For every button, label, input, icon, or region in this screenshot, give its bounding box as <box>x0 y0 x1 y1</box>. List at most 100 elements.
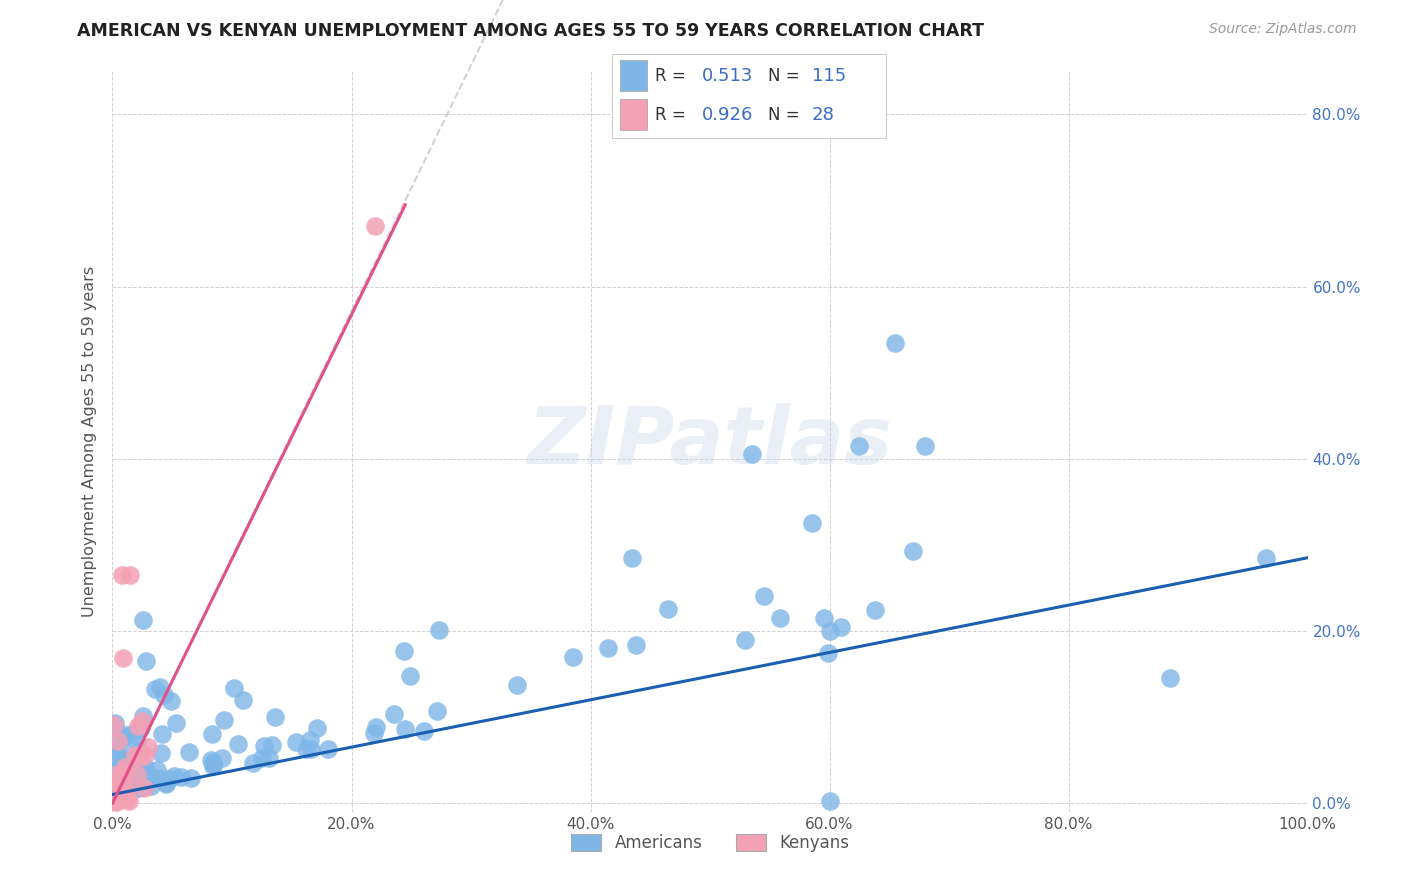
Point <box>134 780 156 795</box>
Text: R =: R = <box>655 105 692 123</box>
Point <box>901 543 924 558</box>
Point <box>111 568 134 582</box>
Point <box>800 516 823 531</box>
Point <box>103 718 125 732</box>
Point <box>382 707 405 722</box>
Point <box>242 756 264 770</box>
Point <box>139 779 162 793</box>
Text: R =: R = <box>655 67 692 85</box>
Point <box>149 746 172 760</box>
Point <box>105 794 128 808</box>
Point <box>131 780 153 794</box>
Point <box>392 644 415 658</box>
Point <box>163 769 186 783</box>
Point <box>114 753 136 767</box>
Text: 0.513: 0.513 <box>702 67 754 85</box>
Point <box>257 751 280 765</box>
Point <box>129 717 152 731</box>
Point <box>769 610 792 624</box>
Point <box>506 678 529 692</box>
Point <box>104 742 127 756</box>
Point <box>200 727 222 741</box>
Point <box>111 651 134 665</box>
Point <box>157 772 180 786</box>
Point <box>657 602 679 616</box>
Text: 28: 28 <box>811 105 835 123</box>
Point <box>111 742 134 756</box>
Point <box>131 721 153 735</box>
Point <box>149 681 172 695</box>
Point <box>120 783 142 797</box>
Point <box>741 447 763 461</box>
Point <box>214 713 236 727</box>
Text: AMERICAN VS KENYAN UNEMPLOYMENT AMONG AGES 55 TO 59 YEARS CORRELATION CHART: AMERICAN VS KENYAN UNEMPLOYMENT AMONG AG… <box>77 22 984 40</box>
Point <box>264 710 287 724</box>
Point <box>104 716 127 731</box>
Point <box>818 624 841 638</box>
Point <box>148 771 170 785</box>
Point <box>399 669 422 683</box>
Point <box>222 681 245 695</box>
Point <box>817 646 839 660</box>
Point <box>155 776 177 790</box>
Point <box>848 439 870 453</box>
Point <box>307 721 329 735</box>
Y-axis label: Unemployment Among Ages 55 to 59 years: Unemployment Among Ages 55 to 59 years <box>82 266 97 617</box>
Point <box>150 727 173 741</box>
Point <box>200 753 222 767</box>
Point <box>318 741 340 756</box>
Point <box>884 335 907 350</box>
Point <box>180 771 202 785</box>
Point <box>115 728 138 742</box>
Point <box>914 439 936 453</box>
Point <box>112 731 135 745</box>
Point <box>121 781 143 796</box>
Point <box>624 638 647 652</box>
Point <box>115 782 138 797</box>
Point <box>127 719 149 733</box>
Point <box>104 750 127 764</box>
Point <box>128 750 150 764</box>
Point <box>202 759 225 773</box>
Point <box>125 768 148 782</box>
Text: ZIPatlas: ZIPatlas <box>527 402 893 481</box>
Point <box>155 777 177 791</box>
Point <box>598 641 620 656</box>
Bar <box>620 61 647 91</box>
Point <box>177 745 200 759</box>
Point <box>299 742 322 756</box>
Point <box>429 624 451 638</box>
Point <box>104 720 127 734</box>
Point <box>426 704 449 718</box>
Point <box>110 766 132 780</box>
Point <box>621 550 644 565</box>
Point <box>121 727 143 741</box>
Point <box>105 781 128 796</box>
Point <box>105 725 128 739</box>
Point <box>295 742 318 756</box>
Point <box>1159 671 1181 685</box>
Point <box>262 738 284 752</box>
Point <box>298 733 321 747</box>
Point <box>120 568 142 582</box>
Point <box>734 632 756 647</box>
Point <box>139 769 162 783</box>
Point <box>363 725 385 739</box>
Point <box>364 720 387 734</box>
Point <box>105 792 128 806</box>
Point <box>818 794 841 808</box>
Legend: Americans, Kenyans: Americans, Kenyans <box>564 828 856 859</box>
Point <box>128 745 150 759</box>
Point <box>115 792 138 806</box>
Point <box>103 783 125 797</box>
Point <box>146 764 169 778</box>
Point <box>127 780 149 795</box>
Point <box>752 590 775 604</box>
Point <box>110 775 132 789</box>
Point <box>159 693 181 707</box>
Point <box>134 760 156 774</box>
Point <box>1254 550 1277 565</box>
Point <box>169 770 191 784</box>
Point <box>134 747 156 762</box>
Point <box>135 654 157 668</box>
